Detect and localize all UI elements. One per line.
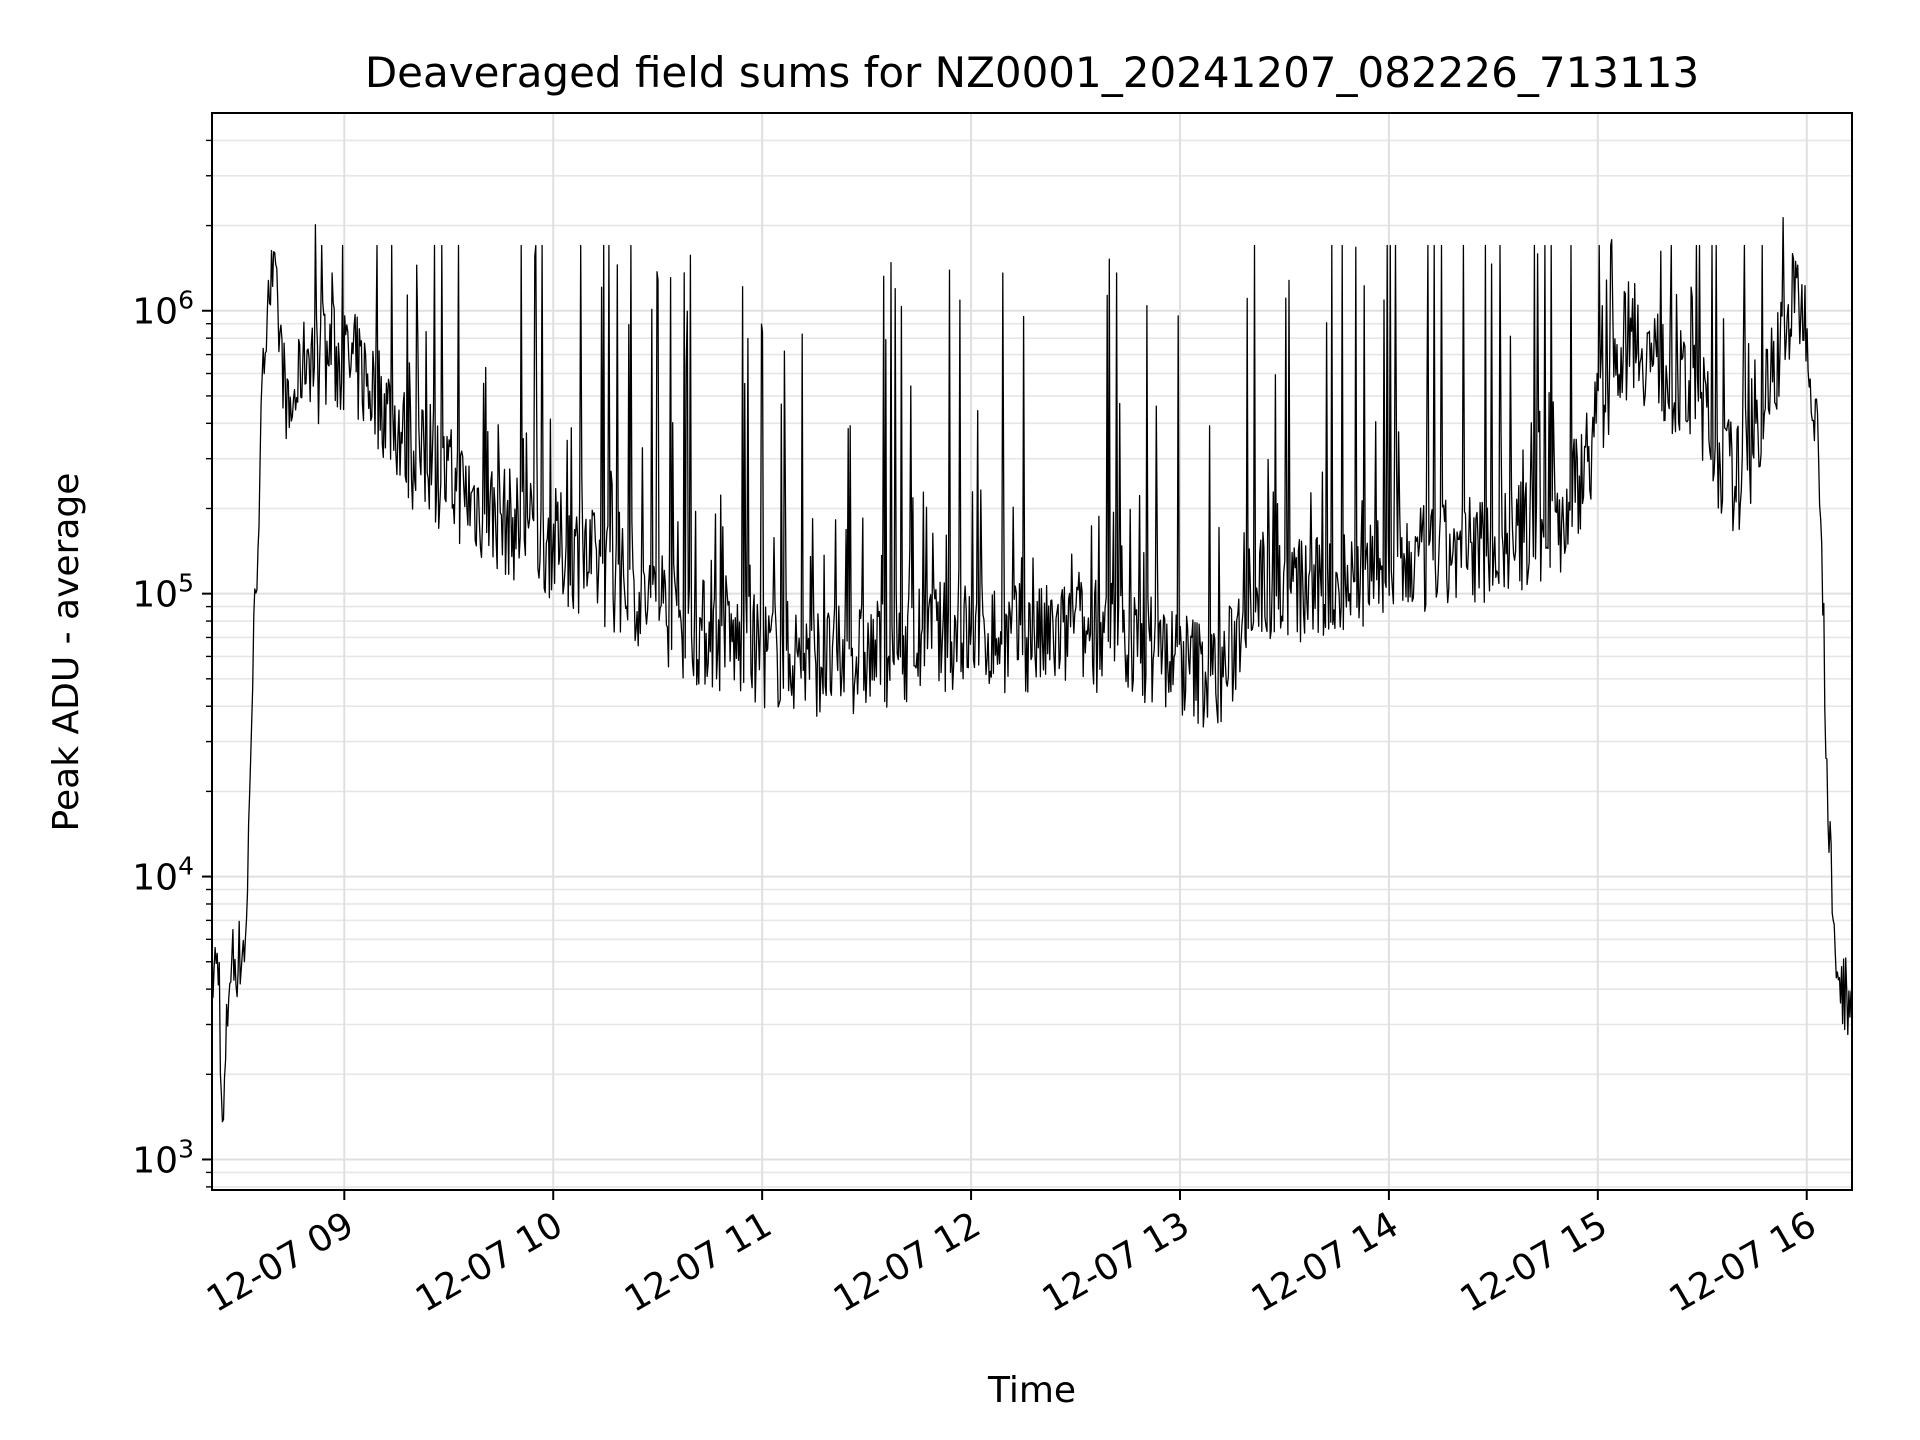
y-axis: 103 104 105 106 (132, 139, 212, 1188)
x-axis-label: Time (987, 1370, 1076, 1411)
major-gridlines (212, 113, 1852, 1190)
plot-frame (211, 112, 1853, 1191)
y-tick-label: 103 (132, 1134, 194, 1181)
y-axis-label: Peak ADU - average (46, 473, 87, 832)
y-tick-label: 106 (132, 286, 194, 333)
y-tick-label: 104 (132, 852, 194, 899)
y-tick-label: 105 (132, 569, 194, 616)
series-line (211, 217, 1853, 1123)
chart-title: Deaveraged field sums for NZ0001_2024120… (365, 48, 1699, 97)
plot-area (211, 217, 1853, 1123)
